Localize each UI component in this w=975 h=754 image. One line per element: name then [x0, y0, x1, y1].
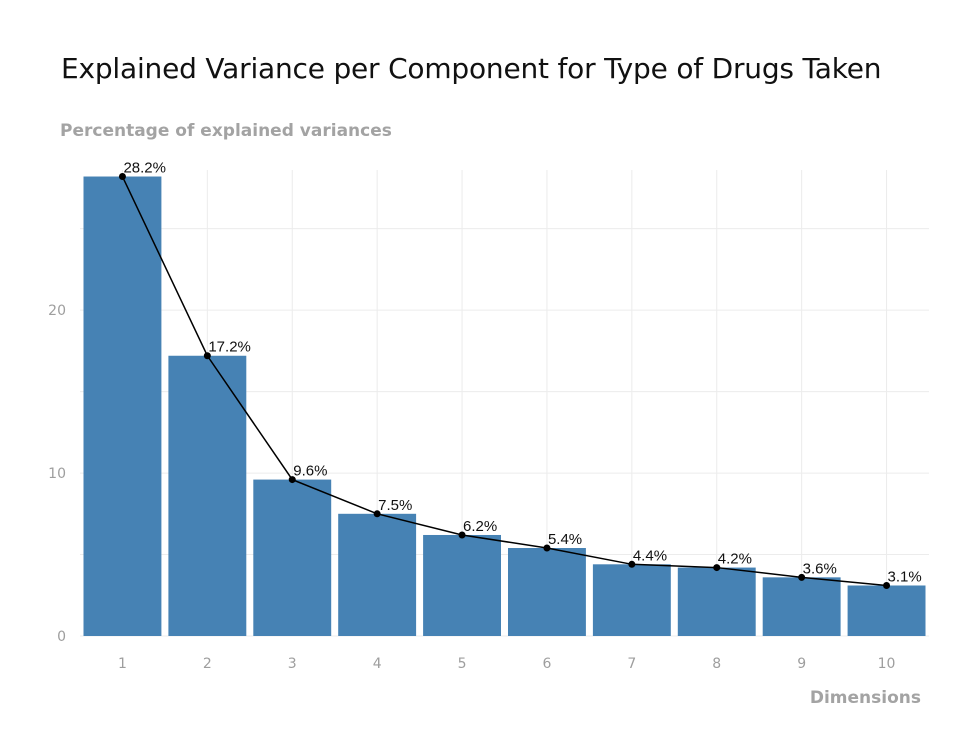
data-point	[373, 510, 381, 518]
x-tick-label: 1	[118, 656, 127, 672]
data-label: 3.6%	[803, 560, 837, 577]
bar	[168, 355, 247, 636]
data-label: 4.4%	[633, 547, 667, 564]
data-point	[288, 476, 296, 484]
bar	[592, 564, 671, 636]
bar	[508, 548, 586, 636]
y-tick-label: 10	[48, 466, 66, 482]
y-tick-label: 0	[57, 629, 66, 645]
y-axis-label: Percentage of explained variances	[60, 121, 392, 141]
bar	[677, 567, 756, 636]
x-tick-label: 4	[373, 656, 382, 672]
data-label: 9.6%	[293, 463, 327, 480]
bar	[253, 479, 332, 636]
x-tick-label: 7	[627, 656, 636, 672]
data-point	[203, 352, 211, 360]
data-label: 3.1%	[888, 568, 922, 585]
data-point	[713, 564, 721, 572]
x-tick-label: 8	[712, 656, 721, 672]
data-point	[883, 581, 891, 589]
x-axis-label: Dimensions	[809, 688, 921, 708]
data-point	[628, 560, 636, 568]
x-tick-label: 5	[458, 656, 467, 672]
bar	[847, 585, 926, 636]
data-point	[543, 544, 551, 552]
x-tick-label: 2	[203, 656, 212, 672]
x-tick-label: 6	[542, 656, 551, 672]
x-tick-label: 10	[878, 656, 896, 672]
data-label: 28.2%	[123, 160, 166, 177]
data-point	[798, 573, 806, 581]
y-ticks: 0 10 20	[48, 303, 66, 645]
data-label: 5.4%	[548, 531, 582, 548]
variance-points	[118, 173, 891, 589]
data-point	[118, 173, 126, 181]
bar	[423, 534, 501, 636]
bars	[83, 176, 926, 636]
data-point	[458, 531, 466, 539]
chart-title: Explained Variance per Component for Typ…	[61, 52, 882, 85]
bar	[83, 176, 162, 636]
bar	[762, 577, 841, 636]
variance-polyline	[121, 176, 887, 587]
variance-line	[121, 176, 887, 587]
data-label: 7.5%	[378, 497, 412, 514]
data-label: 4.2%	[718, 551, 752, 568]
x-tick-label: 9	[797, 656, 806, 672]
x-tick-label: 3	[288, 656, 297, 672]
data-labels: 28.2% 17.2% 9.6% 7.5% 6.2% 5.4% 4.4% 4.2% 3.6% 3.…	[123, 160, 921, 586]
y-tick-label: 20	[48, 303, 66, 319]
data-label: 17.2%	[208, 339, 251, 356]
data-label: 6.2%	[463, 518, 497, 535]
bar	[338, 513, 417, 636]
x-ticks: 1 2 3 4 5 6 7 8 9 10	[118, 656, 895, 672]
